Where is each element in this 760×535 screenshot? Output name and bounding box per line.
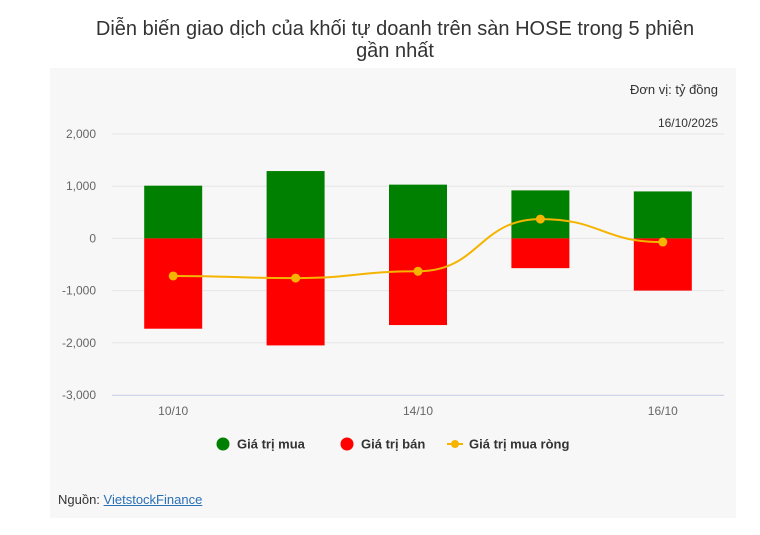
source-link[interactable]: VietstockFinance bbox=[103, 492, 203, 507]
net-point bbox=[291, 273, 301, 283]
net-point bbox=[658, 237, 668, 247]
legend-marker bbox=[340, 437, 354, 451]
bar-sell bbox=[144, 238, 203, 329]
source-note: Nguồn: VietstockFinance bbox=[58, 492, 202, 507]
date-label: 16/10/2025 bbox=[657, 116, 718, 130]
y-tick-label: -2,000 bbox=[62, 336, 96, 350]
bar-buy bbox=[389, 184, 447, 239]
net-point bbox=[168, 271, 178, 281]
chart-title: Diễn biến giao dịch của khối tự doanh tr… bbox=[95, 18, 695, 62]
legend-marker bbox=[451, 440, 459, 448]
y-tick-label: 2,000 bbox=[66, 127, 96, 141]
bar-sell bbox=[633, 238, 692, 291]
bar-buy bbox=[633, 191, 692, 239]
bar-sell bbox=[266, 238, 325, 346]
x-tick-label: 16/10 bbox=[648, 404, 678, 418]
chart-panel: Đơn vị: tỷ đồng 16/10/2025 2,000 1,000 0 -1… bbox=[50, 68, 736, 518]
bar-buy bbox=[144, 185, 203, 239]
net-line bbox=[173, 218, 663, 280]
x-tick-label: 14/10 bbox=[403, 404, 433, 418]
unit-label: Đơn vị: tỷ đồng bbox=[629, 82, 718, 97]
chart-plot: 2,000 1,000 0 -1,000 -2,000 -3,000 10/10 14/10 1… bbox=[62, 127, 724, 452]
bar-sell bbox=[511, 238, 570, 269]
bar-sell bbox=[389, 238, 447, 326]
bar-buy bbox=[511, 190, 570, 239]
bar-buy bbox=[266, 171, 325, 239]
legend-marker bbox=[216, 437, 230, 451]
legend-label: Giá trị bán bbox=[361, 437, 425, 452]
x-tick-label: 10/10 bbox=[158, 404, 188, 418]
y-tick-label: 0 bbox=[89, 231, 96, 245]
legend-label: Giá trị mua ròng bbox=[469, 437, 569, 452]
y-tick-label: 1,000 bbox=[66, 179, 96, 193]
y-tick-label: -3,000 bbox=[62, 388, 96, 402]
net-point bbox=[535, 214, 545, 224]
y-tick-label: -1,000 bbox=[62, 284, 96, 298]
source-label: Nguồn: bbox=[58, 492, 100, 507]
legend-label: Giá trị mua bbox=[237, 437, 306, 452]
net-point bbox=[413, 266, 423, 276]
